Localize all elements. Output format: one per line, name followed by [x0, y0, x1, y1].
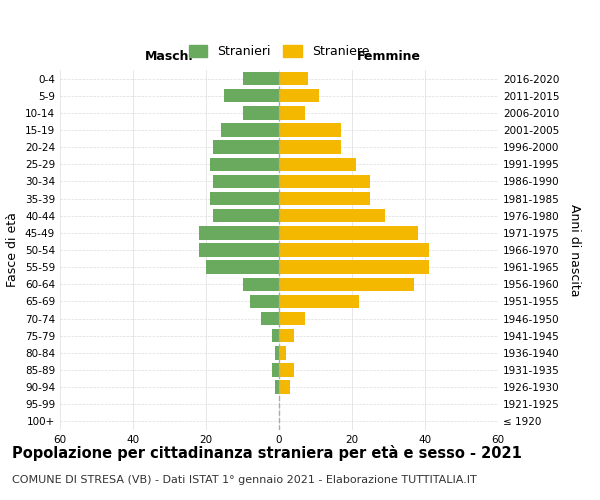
Bar	[279, 312, 305, 326]
Bar	[224, 89, 279, 102]
Bar	[279, 89, 319, 102]
Bar	[279, 380, 290, 394]
Bar	[272, 329, 279, 342]
Bar	[279, 244, 428, 256]
Bar	[279, 106, 305, 120]
Bar	[279, 294, 359, 308]
Bar	[199, 244, 279, 256]
Text: COMUNE DI STRESA (VB) - Dati ISTAT 1° gennaio 2021 - Elaborazione TUTTITALIA.IT: COMUNE DI STRESA (VB) - Dati ISTAT 1° ge…	[12, 475, 477, 485]
Legend: Stranieri, Straniere: Stranieri, Straniere	[184, 40, 374, 63]
Bar	[221, 124, 279, 136]
Bar	[206, 260, 279, 274]
Bar	[279, 226, 418, 239]
Y-axis label: Fasce di età: Fasce di età	[7, 212, 19, 288]
Text: Femmine: Femmine	[356, 50, 421, 63]
Bar	[214, 209, 279, 222]
Bar	[242, 106, 279, 120]
Bar	[250, 294, 279, 308]
Bar	[279, 192, 370, 205]
Bar	[279, 209, 385, 222]
Bar	[279, 278, 414, 291]
Bar	[279, 329, 293, 342]
Bar	[275, 380, 279, 394]
Bar	[214, 140, 279, 154]
Text: Maschi: Maschi	[145, 50, 194, 63]
Bar	[272, 364, 279, 376]
Bar	[199, 226, 279, 239]
Bar	[242, 72, 279, 86]
Bar	[209, 158, 279, 171]
Bar	[214, 174, 279, 188]
Bar	[279, 158, 356, 171]
Bar	[279, 124, 341, 136]
Bar	[209, 192, 279, 205]
Text: Popolazione per cittadinanza straniera per età e sesso - 2021: Popolazione per cittadinanza straniera p…	[12, 445, 522, 461]
Bar	[275, 346, 279, 360]
Bar	[279, 174, 370, 188]
Bar	[279, 72, 308, 86]
Bar	[279, 346, 286, 360]
Y-axis label: Anni di nascita: Anni di nascita	[568, 204, 581, 296]
Bar	[279, 140, 341, 154]
Bar	[242, 278, 279, 291]
Bar	[279, 260, 428, 274]
Bar	[261, 312, 279, 326]
Bar	[279, 364, 293, 376]
